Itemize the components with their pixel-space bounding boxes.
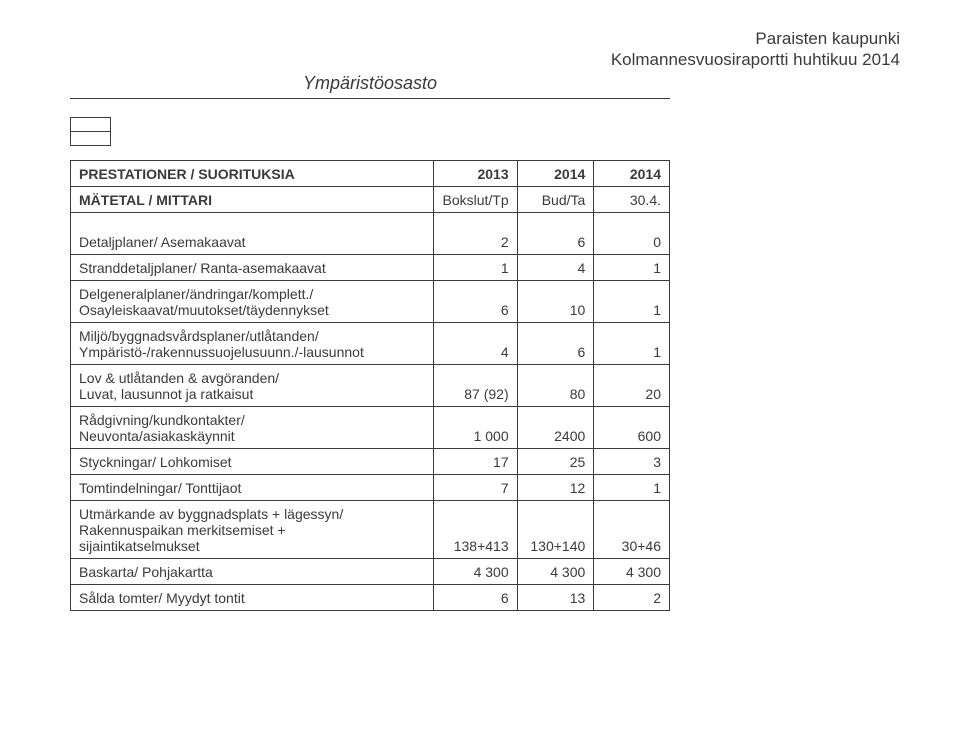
col-year-2: 2014 [517, 160, 594, 186]
row-label: Delgeneralplaner/ändringar/komplett./Osa… [71, 280, 434, 322]
row-val-2: 4 [517, 254, 594, 280]
row-label: Stranddetaljplaner/ Ranta-asemakaavat [71, 254, 434, 280]
row-label: Rådgivning/kundkontakter/Neuvonta/asiaka… [71, 406, 434, 448]
section-title: Ympäristöosasto [70, 73, 670, 99]
table-row: Sålda tomter/ Myydyt tontit6132 [71, 584, 670, 610]
row-val-2: 80 [517, 364, 594, 406]
table-row: Miljö/byggnadsvårdsplaner/utlåtanden/Ymp… [71, 322, 670, 364]
row-val-1: 7 [434, 474, 517, 500]
table-row: Delgeneralplaner/ändringar/komplett./Osa… [71, 280, 670, 322]
row-label: Tomtindelningar/ Tonttijaot [71, 474, 434, 500]
table-row: Detaljplaner/ Asemakaavat260 [71, 212, 670, 254]
row-val-2: 6 [517, 322, 594, 364]
spacer-table [70, 117, 111, 146]
row-val-1: 2 [434, 212, 517, 254]
row-val-3: 30+46 [594, 500, 670, 558]
row-val-2: 2400 [517, 406, 594, 448]
row-val-3: 20 [594, 364, 670, 406]
table-row: Baskarta/ Pohjakartta4 3004 3004 300 [71, 558, 670, 584]
row-val-1: 1 000 [434, 406, 517, 448]
row-val-2: 13 [517, 584, 594, 610]
table-header-row: PRESTATIONER / SUORITUKSIA 2013 2014 201… [71, 160, 670, 186]
row-label: Baskarta/ Pohjakartta [71, 558, 434, 584]
main-table: PRESTATIONER / SUORITUKSIA 2013 2014 201… [70, 160, 670, 611]
row-val-1: 4 [434, 322, 517, 364]
row-val-1: 87 (92) [434, 364, 517, 406]
table-row: Utmärkande av byggnadsplats + lägessyn/R… [71, 500, 670, 558]
table-row: Styckningar/ Lohkomiset17253 [71, 448, 670, 474]
row-val-2: 10 [517, 280, 594, 322]
table-subtitle: MÄTETAL / MITTARI [71, 186, 434, 212]
row-label: Miljö/byggnadsvårdsplaner/utlåtanden/Ymp… [71, 322, 434, 364]
col-sub-1: Bokslut/Tp [434, 186, 517, 212]
row-val-1: 1 [434, 254, 517, 280]
row-label: Lov & utlåtanden & avgöranden/Luvat, lau… [71, 364, 434, 406]
row-val-3: 1 [594, 474, 670, 500]
row-val-1: 6 [434, 584, 517, 610]
table-row: Tomtindelningar/ Tonttijaot7121 [71, 474, 670, 500]
row-val-3: 1 [594, 280, 670, 322]
table-row: Stranddetaljplaner/ Ranta-asemakaavat141 [71, 254, 670, 280]
row-val-3: 600 [594, 406, 670, 448]
row-val-2: 6 [517, 212, 594, 254]
row-val-1: 4 300 [434, 558, 517, 584]
row-val-1: 138+413 [434, 500, 517, 558]
row-val-2: 4 300 [517, 558, 594, 584]
header-line-1: Paraisten kaupunki [70, 28, 900, 49]
row-val-3: 4 300 [594, 558, 670, 584]
row-val-3: 3 [594, 448, 670, 474]
row-val-2: 130+140 [517, 500, 594, 558]
row-val-2: 12 [517, 474, 594, 500]
table-subheader-row: MÄTETAL / MITTARI Bokslut/Tp Bud/Ta 30.4… [71, 186, 670, 212]
col-sub-3: 30.4. [594, 186, 670, 212]
row-label: Sålda tomter/ Myydyt tontit [71, 584, 434, 610]
col-year-3: 2014 [594, 160, 670, 186]
col-year-1: 2013 [434, 160, 517, 186]
row-val-2: 25 [517, 448, 594, 474]
table-title: PRESTATIONER / SUORITUKSIA [71, 160, 434, 186]
table-row: Lov & utlåtanden & avgöranden/Luvat, lau… [71, 364, 670, 406]
table-row: Rådgivning/kundkontakter/Neuvonta/asiaka… [71, 406, 670, 448]
row-label: Detaljplaner/ Asemakaavat [71, 212, 434, 254]
row-val-1: 6 [434, 280, 517, 322]
page-header: Paraisten kaupunki Kolmannesvuosiraportt… [70, 28, 900, 99]
row-val-3: 1 [594, 322, 670, 364]
row-label: Styckningar/ Lohkomiset [71, 448, 434, 474]
row-val-1: 17 [434, 448, 517, 474]
row-label: Utmärkande av byggnadsplats + lägessyn/R… [71, 500, 434, 558]
row-val-3: 0 [594, 212, 670, 254]
row-val-3: 1 [594, 254, 670, 280]
col-sub-2: Bud/Ta [517, 186, 594, 212]
header-line-2: Kolmannesvuosiraportti huhtikuu 2014 [70, 49, 900, 70]
row-val-3: 2 [594, 584, 670, 610]
